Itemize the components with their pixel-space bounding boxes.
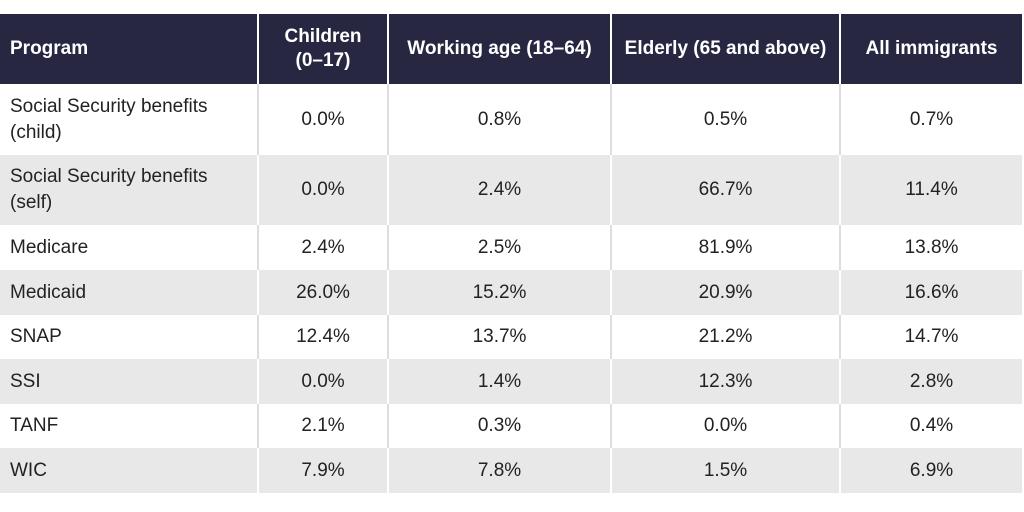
- value-cell: 0.0%: [257, 84, 388, 155]
- value-cell: 2.1%: [257, 404, 388, 448]
- value-cell: 12.3%: [610, 359, 840, 404]
- program-cell: Social Security benefits (self): [0, 155, 258, 225]
- value-cell: 7.8%: [387, 448, 611, 493]
- value-cell: 0.7%: [839, 84, 1022, 155]
- value-cell: 0.0%: [257, 155, 388, 225]
- program-cell: Medicaid: [0, 270, 258, 315]
- value-cell: 2.4%: [257, 225, 388, 270]
- table-container: Program Children (0–17) Working age (18–64…: [0, 14, 1022, 493]
- value-cell: 26.0%: [257, 270, 388, 315]
- program-cell: SNAP: [10, 326, 62, 347]
- value-cell: 0.4%: [839, 404, 1022, 448]
- table-row: Medicare 2.4% 2.5% 81.9% 13.8%: [0, 225, 1022, 270]
- program-cell: SSI: [0, 359, 258, 404]
- value-cell: 0.5%: [610, 84, 840, 155]
- value-cell: 0.8%: [387, 84, 611, 155]
- table-row: SNAP 12.4% 13.7% 21.2% 14.7%: [0, 315, 1022, 359]
- table-row: TANF 2.1% 0.3% 0.0% 0.4%: [0, 404, 1022, 448]
- value-cell: 20.9%: [610, 270, 840, 315]
- table-row: Medicaid 26.0% 15.2% 20.9% 16.6%: [0, 270, 1022, 315]
- header-row: Program Children (0–17) Working age (18–64…: [0, 14, 1022, 84]
- table-row: SSI 0.0% 1.4% 12.3% 2.8%: [0, 359, 1022, 404]
- value-cell: 2.5%: [387, 225, 611, 270]
- value-cell: 1.4%: [387, 359, 611, 404]
- value-cell: 15.2%: [387, 270, 611, 315]
- value-cell: 7.9%: [257, 448, 388, 493]
- value-cell: 81.9%: [610, 225, 840, 270]
- value-cell: 2.4%: [387, 155, 611, 225]
- value-cell: 66.7%: [610, 155, 840, 225]
- table-row: Social Security benefits (child) 0.0% 0.8%…: [0, 84, 1022, 155]
- program-cell: Medicare: [10, 236, 89, 258]
- value-cell: 1.5%: [610, 448, 840, 493]
- value-cell: 0.0%: [257, 359, 388, 404]
- value-cell: 0.3%: [387, 404, 611, 448]
- table-row: Social Security benefits (self) 0.0% 2.4% 6…: [0, 155, 1022, 225]
- header-cell: Elderly (65 and above): [610, 14, 840, 84]
- header-cell: Children (0–17): [257, 14, 388, 84]
- value-cell: 0.0%: [610, 404, 840, 448]
- value-cell: 14.7%: [839, 315, 1022, 359]
- value-cell: 12.4%: [257, 315, 388, 359]
- value-cell: 13.8%: [839, 225, 1022, 270]
- value-cell: 21.2%: [610, 315, 840, 359]
- program-cell: TANF: [10, 415, 59, 436]
- header-cell: Working age (18–64): [387, 14, 611, 84]
- program-cell: Social Security benefits (child): [10, 95, 208, 143]
- value-cell: 13.7%: [387, 315, 611, 359]
- data-table: Program Children (0–17) Working age (18–64…: [0, 14, 1022, 493]
- header-cell: All immigrants: [839, 14, 1022, 84]
- value-cell: 2.8%: [839, 359, 1022, 404]
- value-cell: 11.4%: [839, 155, 1022, 225]
- value-cell: 6.9%: [839, 448, 1022, 493]
- program-cell: WIC: [0, 448, 258, 493]
- value-cell: 16.6%: [839, 270, 1022, 315]
- table-row: WIC 7.9% 7.8% 1.5% 6.9%: [0, 448, 1022, 493]
- header-cell: Program: [0, 14, 258, 84]
